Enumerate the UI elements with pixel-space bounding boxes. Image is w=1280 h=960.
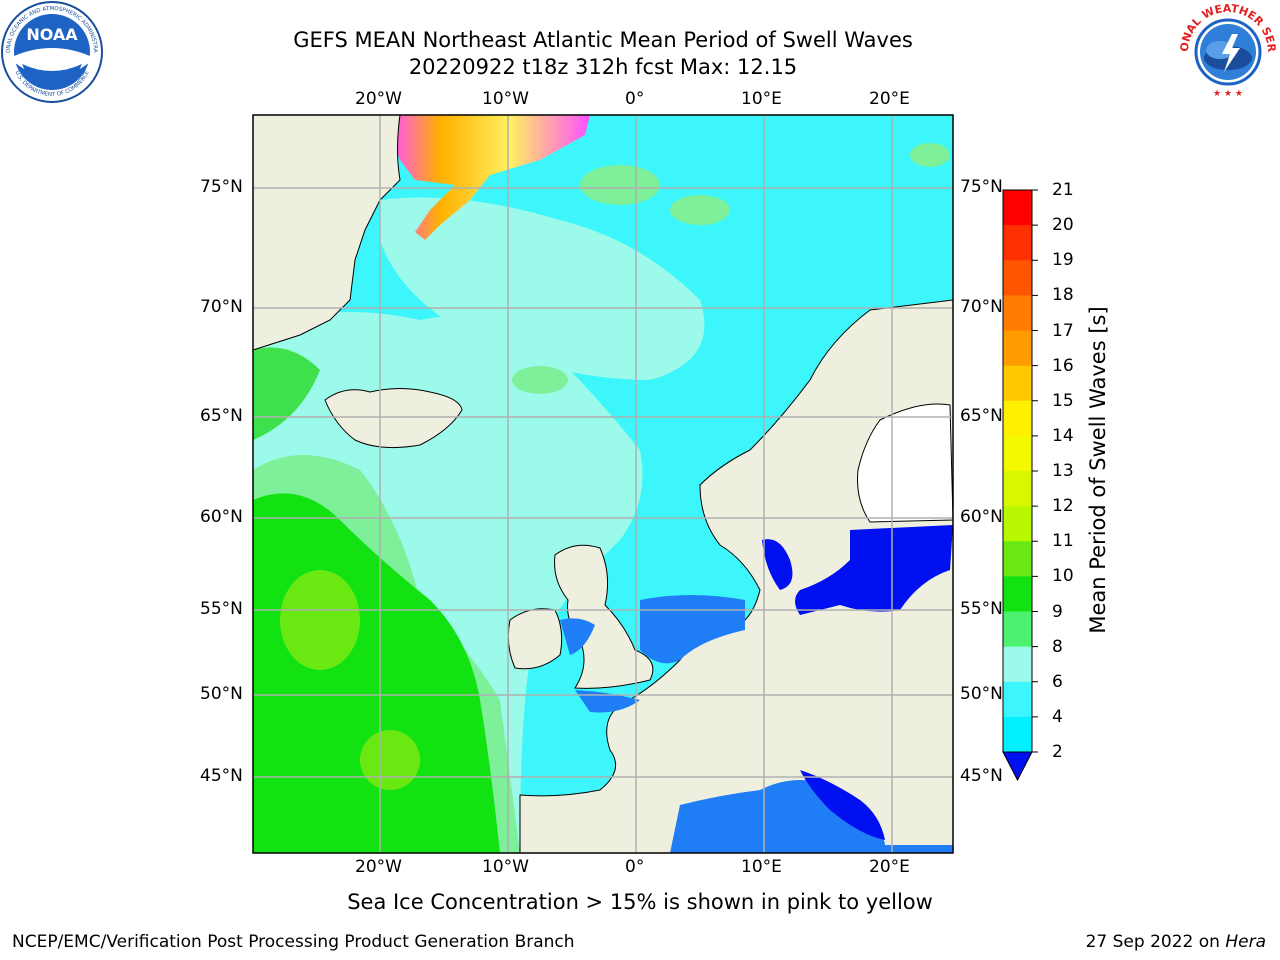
lat-label-left: 45°N [200, 766, 243, 786]
caption: Sea Ice Concentration > 15% is shown in … [347, 890, 933, 914]
pale-green-patch [910, 143, 950, 167]
mediterranean-sea [670, 780, 953, 853]
baltic-sea [795, 525, 953, 615]
lon-label-bottom: 20°E [869, 857, 910, 877]
lat-label-left: 75°N [200, 177, 243, 197]
pale-green-patch [580, 165, 660, 205]
colorbar-segment [1003, 190, 1032, 226]
lat-label-right: 50°N [960, 684, 1003, 704]
pale-green-patch [512, 366, 568, 394]
lat-label-right: 70°N [960, 297, 1003, 317]
lon-label-bottom: 10°W [482, 857, 529, 877]
colorbar-segment [1003, 330, 1032, 367]
lat-label-right: 65°N [960, 406, 1003, 426]
lon-label-top: 10°E [741, 89, 782, 109]
footer-date-text: 27 Sep 2022 on [1085, 932, 1226, 952]
svg-text:NOAA: NOAA [26, 25, 78, 44]
kattegat [762, 539, 793, 590]
lat-label-left: 60°N [200, 507, 243, 527]
sea-ice [390, 115, 590, 240]
colorbar-tick-label: 11 [1052, 531, 1074, 552]
lat-label-right: 55°N [960, 599, 1003, 619]
colorbar-tick-label: 14 [1052, 425, 1074, 446]
colorbar-tick-label: 8 [1052, 636, 1063, 657]
colorbar-tick-label: 20 [1052, 215, 1074, 236]
colorbar-tick-label: 4 [1052, 706, 1063, 727]
colorbar-segment [1003, 541, 1032, 577]
colorbar-tick-label: 12 [1052, 496, 1074, 517]
colorbar-segment [1003, 681, 1032, 718]
footer-date: 27 Sep 2022 on Hera [1086, 932, 1266, 952]
lat-label-right: 60°N [960, 507, 1003, 527]
lat-label-left: 65°N [200, 406, 243, 426]
lat-label-left: 70°N [200, 297, 243, 317]
national-weather-service-logo: NATIONAL WEATHER SERVICE ★ ★ ★ [1176, 0, 1278, 101]
map-frame [252, 114, 954, 854]
colorbar-tick-label: 17 [1052, 320, 1074, 341]
gulf-of-bothnia [857, 403, 953, 523]
lat-label-left: 50°N [200, 684, 243, 704]
light-cyan-zone [380, 197, 705, 380]
land-ireland [507, 608, 563, 670]
colorbar-segment [1003, 646, 1032, 683]
coastal-blue [640, 595, 745, 664]
lon-label-bottom: 10°E [741, 857, 782, 877]
colorbar-tick-label: 2 [1052, 742, 1063, 762]
colorbar-segment [1003, 576, 1032, 612]
footer-credit: NCEP/EMC/Verification Post Processing Pr… [12, 932, 575, 952]
land-greenland [253, 115, 401, 351]
land-iceland [324, 388, 463, 449]
colorbar-tick-label: 16 [1052, 355, 1074, 376]
chart-subtitle: 20220922 t18z 312h fcst Max: 12.15 [408, 55, 798, 79]
lon-label-top: 0° [625, 89, 645, 109]
colorbar-segment [1003, 435, 1032, 472]
lat-label-right: 75°N [960, 177, 1003, 197]
colorbar-segment [1003, 611, 1032, 648]
pale-green-patch [670, 195, 730, 225]
colorbar-tick-label: 19 [1052, 250, 1074, 271]
lat-label-right: 45°N [960, 766, 1003, 786]
lon-label-top: 10°W [482, 89, 529, 109]
svg-text:★ ★ ★: ★ ★ ★ [1213, 89, 1243, 99]
colorbar-segment [1003, 471, 1032, 507]
colorbar-segment [1003, 400, 1032, 437]
colorbar-segment [1003, 295, 1032, 331]
colorbar-tick-label: 9 [1052, 601, 1063, 622]
land-great-britain [554, 544, 654, 689]
colorbar-tick-label: 21 [1052, 180, 1074, 200]
colorbar-tick-label: 6 [1052, 671, 1063, 692]
chart-title: GEFS MEAN Northeast Atlantic Mean Period… [293, 28, 913, 52]
graticule [253, 115, 953, 853]
colorbar-title: Mean Period of Swell Waves [s] [1086, 306, 1110, 634]
lon-label-top: 20°W [355, 89, 402, 109]
land-europe [519, 299, 953, 853]
colorbar-segment [1003, 716, 1032, 753]
lon-label-top: 20°E [869, 89, 910, 109]
irish-sea [560, 618, 595, 655]
colorbar-segment [1003, 260, 1032, 296]
lon-label-bottom: 0° [625, 857, 645, 877]
adriatic-sea [800, 770, 885, 840]
colorbar-tick-label: 10 [1052, 566, 1074, 587]
colorbar [1002, 189, 1038, 782]
colorbar-tick-label: 15 [1052, 390, 1074, 411]
colorbar-extend-arrow [1002, 751, 1033, 782]
noaa-logo: NOAA NATIONAL OCEANIC AND ATMOSPHERIC AD… [0, 0, 103, 103]
green-patch [280, 570, 360, 670]
colorbar-tick-label: 18 [1052, 285, 1074, 306]
colorbar-segment [1003, 365, 1032, 402]
colorbar-tick-label: 13 [1052, 461, 1074, 481]
lon-label-bottom: 20°W [355, 857, 402, 877]
colorbar-segment [1003, 506, 1032, 542]
footer-host: Hera [1225, 932, 1266, 952]
lat-label-left: 55°N [200, 599, 243, 619]
green-patch [360, 730, 420, 790]
colorbar-segment [1003, 225, 1032, 261]
